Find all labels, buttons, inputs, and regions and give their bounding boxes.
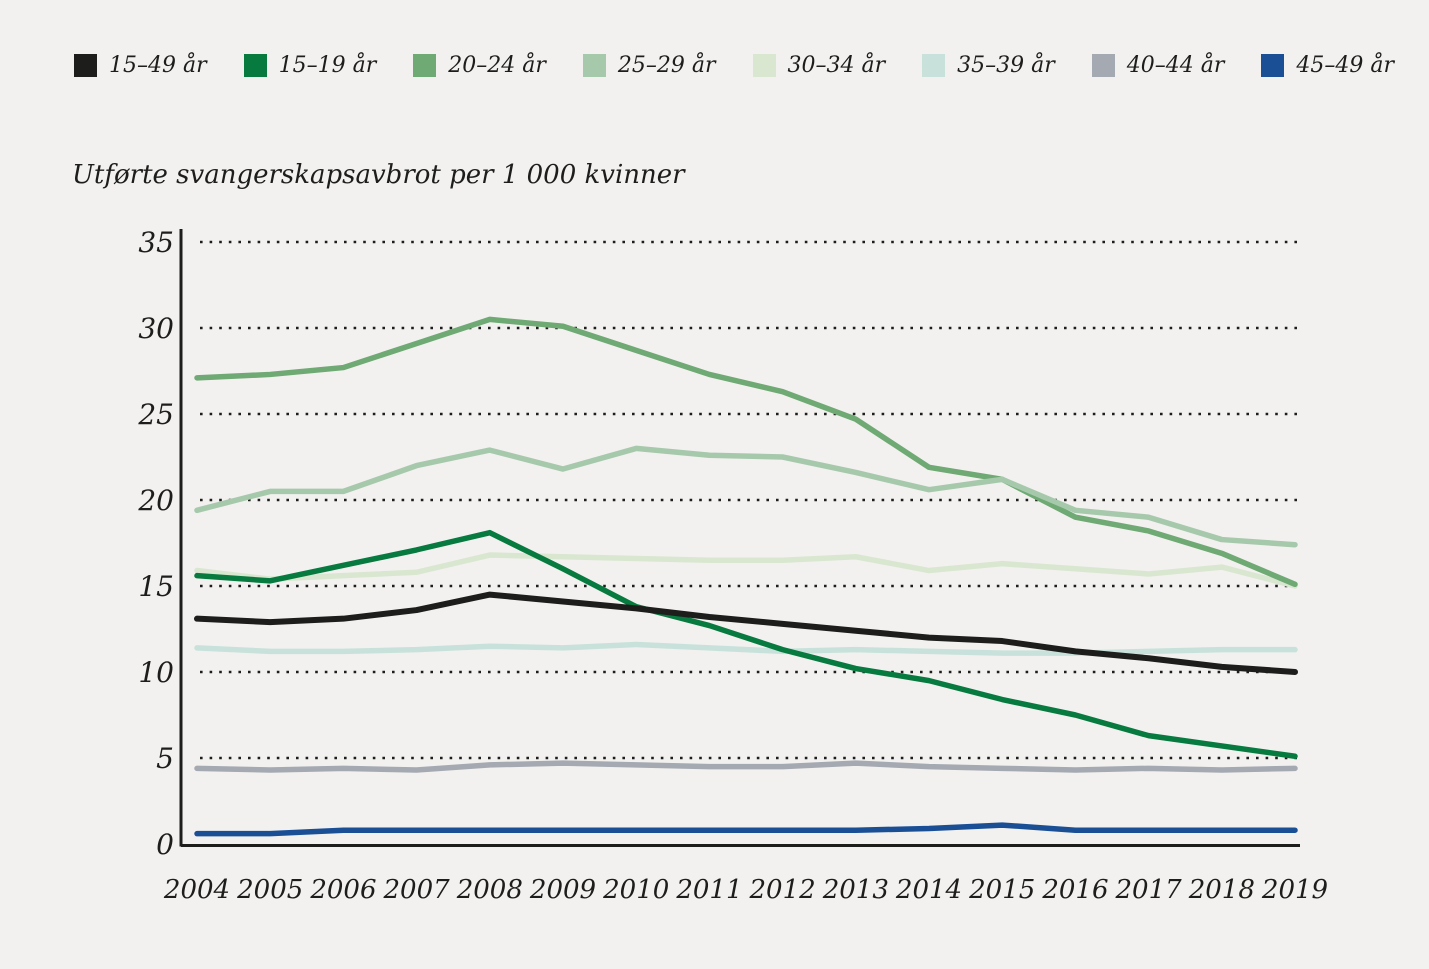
legend-item-series-20-24: 20–24 år (413, 53, 546, 78)
legend-label: 25–29 år (617, 53, 716, 78)
x-tick-label: 2006 (309, 875, 376, 905)
legend-swatch (1261, 54, 1285, 77)
legend-swatch (752, 54, 776, 77)
x-tick-label: 2007 (383, 875, 451, 905)
series-40-44-line (194, 760, 1298, 773)
y-tick-label: 15 (138, 570, 174, 603)
x-tick-label: 2012 (749, 875, 816, 905)
legend-label: 20–24 år (448, 53, 546, 78)
y-tick-label: 5 (156, 742, 174, 775)
x-tick-label: 2017 (1115, 875, 1183, 905)
y-tick-label: 25 (137, 398, 174, 431)
series-15-49-line (194, 591, 1298, 675)
legend-swatch (243, 54, 267, 77)
legend-swatch (74, 54, 97, 77)
y-tick-label: 10 (138, 656, 174, 689)
legend-item-series-45-49: 45–49 år (1261, 53, 1394, 78)
legend-swatch (1091, 54, 1115, 77)
chart-legend: 15–49 år 15–19 år 20–24 år 25–29 år 30–34 år… (74, 53, 1394, 78)
series-35-39-line (194, 641, 1298, 656)
legend-swatch (922, 54, 946, 77)
series-30-34-line (194, 552, 1298, 589)
legend-label: 40–44 år (1126, 53, 1225, 78)
chart-title: Utførte svangerskapsavbrot per 1 000 kvi… (72, 160, 685, 190)
legend-swatch (582, 54, 606, 77)
legend-label: 15–49 år (109, 53, 207, 78)
legend-item-series-15-49: 15–49 år (74, 53, 207, 78)
legend-swatch (413, 54, 437, 77)
legend-item-series-25-29: 25–29 år (582, 53, 716, 78)
legend-item-series-40-44: 40–44 år (1091, 53, 1225, 78)
x-tick-label: 2015 (968, 875, 1035, 905)
y-tick-label: 35 (138, 226, 174, 259)
x-tick-label: 2013 (822, 875, 889, 905)
legend-item-series-15-19: 15–19 år (243, 53, 377, 78)
legend-item-series-30-34: 30–34 år (752, 53, 886, 78)
x-tick-label: 2009 (529, 875, 596, 905)
y-tick-label: 20 (137, 484, 174, 517)
series-15-19-line (194, 529, 1298, 760)
x-tick-label: 2014 (895, 875, 962, 905)
series-20-24-line (194, 316, 1298, 588)
y-tick-label: 30 (138, 312, 174, 345)
legend-label: 35–39 år (957, 53, 1055, 78)
series-45-49-line (194, 822, 1298, 837)
x-tick-label: 2005 (236, 875, 303, 905)
y-tick-label: 0 (156, 828, 174, 861)
x-tick-label: 2016 (1041, 875, 1108, 905)
x-tick-label: 2018 (1188, 875, 1255, 905)
series-25-29-line (194, 445, 1298, 548)
x-tick-label: 2011 (675, 875, 742, 905)
x-tick-label: 2019 (1261, 875, 1328, 905)
legend-label: 15–19 år (278, 53, 377, 78)
legend-label: 45–49 år (1296, 53, 1394, 78)
x-tick-label: 2008 (456, 875, 523, 905)
x-tick-label: 2004 (163, 875, 230, 905)
x-tick-label: 2010 (602, 875, 669, 905)
legend-item-series-35-39: 35–39 år (922, 53, 1055, 78)
legend-label: 30–34 år (787, 53, 886, 78)
